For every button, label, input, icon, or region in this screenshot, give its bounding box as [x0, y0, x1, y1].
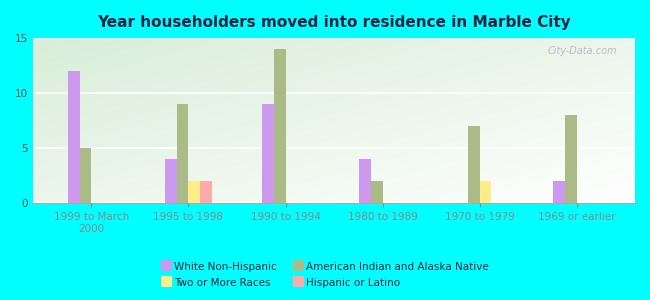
Bar: [80, 148, 92, 203]
Bar: [177, 104, 188, 203]
Bar: [371, 181, 383, 203]
Bar: [68, 71, 80, 203]
Text: City-Data.com: City-Data.com: [547, 46, 617, 56]
Title: Year householders moved into residence in Marble City: Year householders moved into residence i…: [98, 15, 571, 30]
Bar: [565, 115, 577, 203]
Bar: [165, 159, 177, 203]
Bar: [200, 181, 212, 203]
Bar: [359, 159, 371, 203]
Bar: [274, 49, 285, 203]
Bar: [262, 104, 274, 203]
Legend: White Non-Hispanic, Two or More Races, American Indian and Alaska Native, Hispan: White Non-Hispanic, Two or More Races, A…: [157, 258, 493, 292]
Bar: [553, 181, 565, 203]
Bar: [480, 181, 491, 203]
Bar: [188, 181, 200, 203]
Bar: [468, 126, 480, 203]
